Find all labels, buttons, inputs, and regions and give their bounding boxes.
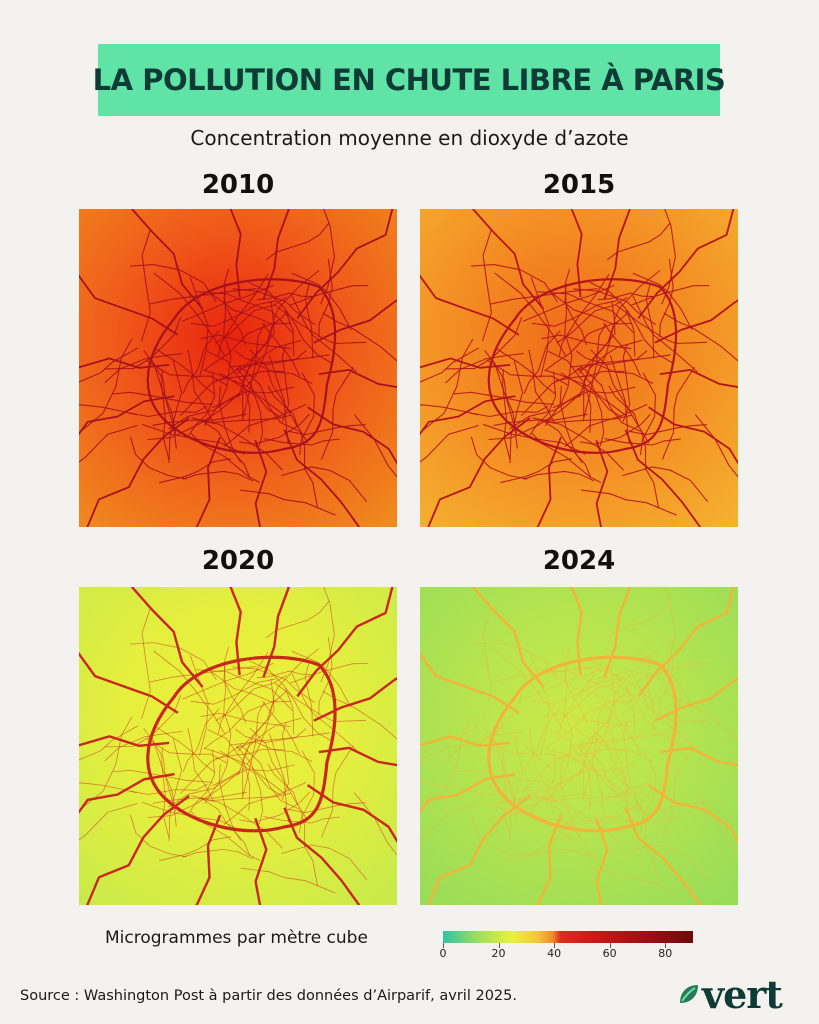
year-label-2020: 2020 <box>201 546 275 576</box>
colorbar-tick-label: 0 <box>439 947 447 960</box>
map-2020 <box>79 587 397 905</box>
page-subtitle: Concentration moyenne en dioxyde d’azote <box>190 126 629 150</box>
vert-logo: vert <box>676 971 783 1017</box>
colorbar <box>443 931 693 943</box>
map-2010 <box>79 209 397 527</box>
colorbar-tick-mark <box>609 943 611 948</box>
colorbar-tick-mark <box>443 943 444 948</box>
year-label-2010: 2010 <box>201 170 275 200</box>
source-note: Source : Washington Post à partir des do… <box>20 988 517 1004</box>
map-2024 <box>420 587 738 905</box>
title-banner: LA POLLUTION EN CHUTE LIBRE À PARIS <box>93 44 726 116</box>
legend-label: Microgrammes par mètre cube <box>105 928 368 948</box>
colorbar-tick-label: 40 <box>547 947 562 960</box>
colorbar-tick-label: 60 <box>602 947 617 960</box>
colorbar-tick-mark <box>665 943 667 948</box>
leaf-icon <box>680 985 698 1003</box>
colorbar-tick-label: 80 <box>658 947 673 960</box>
map-2015 <box>420 209 738 527</box>
colorbar-tick-label: 20 <box>491 947 506 960</box>
logo-text: vert <box>702 971 783 1017</box>
page-title: LA POLLUTION EN CHUTE LIBRE À PARIS <box>92 63 726 97</box>
colorbar-tick-mark <box>554 943 556 948</box>
colorbar-tick-mark <box>498 943 500 948</box>
year-label-2024: 2024 <box>542 546 616 576</box>
year-label-2015: 2015 <box>542 170 616 200</box>
